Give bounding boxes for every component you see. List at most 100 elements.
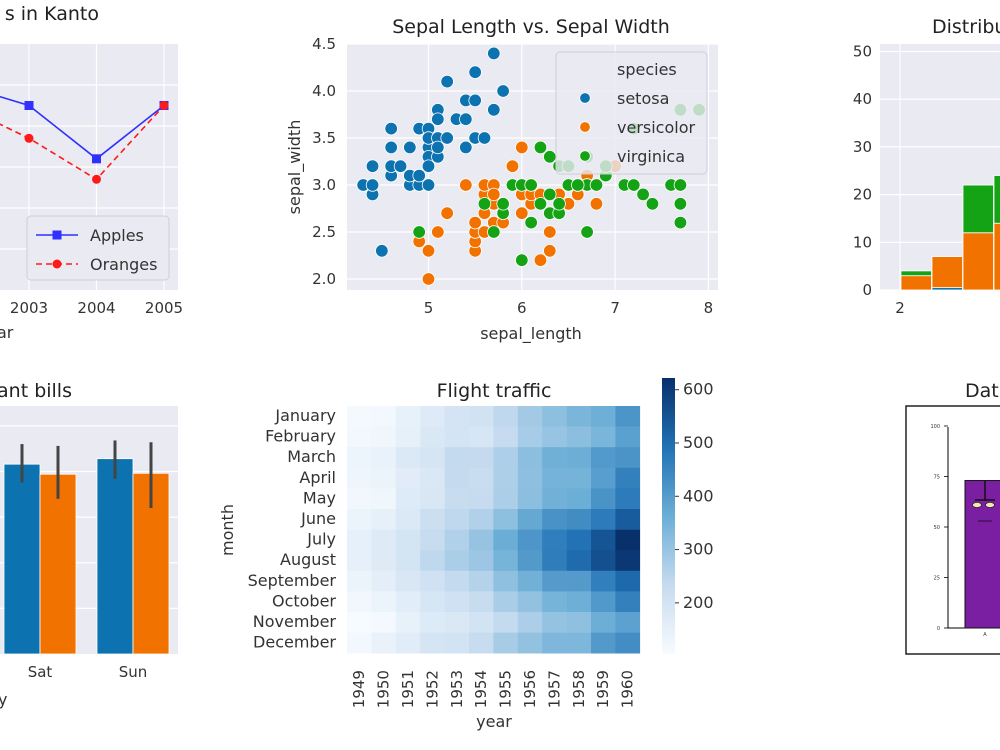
heatmap-cell xyxy=(493,570,519,592)
heatmap-cell xyxy=(591,591,616,613)
scatter-point-versicolor xyxy=(505,159,520,173)
heatmap-year-label: 1953 xyxy=(448,670,466,708)
image-chart-title: Dat xyxy=(965,380,999,402)
scatter-x-tick: 6 xyxy=(517,299,527,317)
heatmap-cell xyxy=(444,550,470,572)
heatmap-cell xyxy=(591,612,616,633)
heatmap-cell xyxy=(615,632,641,654)
heatmap-cell xyxy=(517,426,543,448)
heatmap-cell xyxy=(420,570,445,592)
heatmap-month-label: March xyxy=(287,447,336,466)
heatmap-cell xyxy=(420,529,445,551)
heatmap-cell xyxy=(371,612,397,633)
scatter-point-versicolor xyxy=(515,206,529,220)
bar-x-label: y xyxy=(0,690,7,709)
heatmap-cell xyxy=(371,488,397,510)
bar-chart-title: ant bills xyxy=(0,380,72,402)
heatmap-cell xyxy=(420,612,445,633)
colorbar-tick-label: 400 xyxy=(683,486,714,505)
scatter-point-setosa xyxy=(468,65,482,79)
hist-x-tick: 2 xyxy=(895,299,905,317)
heatmap-cell xyxy=(371,426,397,448)
heatmap-cell xyxy=(493,467,519,489)
image-y-tick-label: 100 xyxy=(930,424,940,430)
heatmap-cell xyxy=(566,509,592,530)
scatter-point-versicolor xyxy=(421,272,436,286)
heatmap-cell xyxy=(566,632,592,654)
scatter-y-tick: 4.5 xyxy=(312,35,336,53)
hist-bar xyxy=(900,270,932,277)
scatter-y-tick: 2.0 xyxy=(312,270,336,288)
line-x-tick: 2004 xyxy=(77,299,115,317)
scatter-point-setosa xyxy=(459,112,473,126)
heatmap-cell xyxy=(371,529,397,551)
heatmap-cell xyxy=(566,406,592,427)
scatter-point-versicolor xyxy=(543,244,557,258)
heatmap-cell xyxy=(347,447,372,469)
heatmap-month-label: December xyxy=(253,633,336,652)
line-x-tick: 2003 xyxy=(10,299,48,317)
heatmap-cell xyxy=(566,488,592,510)
heatmap-cell xyxy=(542,426,567,448)
scatter-y-tick: 3.5 xyxy=(312,129,336,147)
scatter-point-setosa xyxy=(412,168,426,183)
scatter-point-setosa xyxy=(365,159,380,173)
scatter-point-virginica xyxy=(636,187,650,202)
heatmap-year-label: 1952 xyxy=(423,670,441,708)
heatmap-cell xyxy=(420,509,445,530)
heatmap-cell xyxy=(517,509,543,530)
heatmap-month-label: October xyxy=(272,591,336,610)
colorbar-tick-label: 300 xyxy=(683,540,714,559)
scatter-point-versicolor xyxy=(533,253,548,267)
heatmap-month-label: September xyxy=(248,571,337,590)
heatmap-cell xyxy=(591,529,616,551)
heatmap-cell xyxy=(444,529,470,551)
line-legend-label: Oranges xyxy=(90,255,157,274)
scatter-point-versicolor xyxy=(589,197,604,211)
scatter-point-virginica xyxy=(533,140,548,155)
heatmap-cell xyxy=(371,591,397,613)
heatmap-cell xyxy=(517,467,543,489)
heatmap-cell xyxy=(517,612,543,633)
heatmap-cell xyxy=(395,467,421,489)
heatmap-cell xyxy=(542,529,567,551)
bar-x-tick: Sun xyxy=(119,663,148,681)
image-y-tick-label: 50 xyxy=(934,525,940,531)
scatter-point-setosa xyxy=(384,140,398,155)
scatter-legend-marker xyxy=(579,150,591,162)
heatmap-cell xyxy=(517,447,543,469)
scatter-x-tick: 7 xyxy=(610,299,620,317)
scatter-point-virginica xyxy=(543,150,557,164)
heatmap-cell xyxy=(469,570,494,592)
scatter-point-setosa xyxy=(468,93,482,108)
scatter-point-virginica xyxy=(673,178,688,192)
heatmap-cell xyxy=(347,467,372,489)
heatmap-cell xyxy=(566,426,592,448)
bar-sat xyxy=(39,473,77,655)
scatter-legend-marker xyxy=(579,92,591,104)
scatter-y-tick: 2.5 xyxy=(312,223,336,241)
scatter-legend-marker xyxy=(579,121,591,133)
scatter-point-setosa xyxy=(477,131,492,145)
scatter-y-tick: 4.0 xyxy=(312,82,336,100)
heatmap-cell xyxy=(469,426,494,448)
hist-y-tick: 50 xyxy=(853,43,872,61)
heatmap-cell xyxy=(591,570,616,592)
heatmap-cell xyxy=(371,632,397,654)
scatter-legend-box xyxy=(555,51,708,175)
colorbar-tick-label: 200 xyxy=(683,593,714,612)
scatter-point-virginica xyxy=(524,215,538,230)
scatter-point-versicolor xyxy=(468,215,482,230)
heatmap-cell xyxy=(395,550,421,572)
heatmap-cell xyxy=(444,426,470,448)
heatmap-cell xyxy=(469,612,494,633)
hist-y-tick: 10 xyxy=(853,233,872,251)
heatmap-cell xyxy=(493,509,519,530)
heatmap-cell xyxy=(566,447,592,469)
scatter-legend-label: setosa xyxy=(617,89,669,108)
hist-bar xyxy=(993,175,1000,224)
heatmap-cell xyxy=(347,488,372,510)
heatmap-cell xyxy=(591,406,616,427)
heatmap-cell xyxy=(615,467,641,489)
line-point xyxy=(92,154,101,164)
